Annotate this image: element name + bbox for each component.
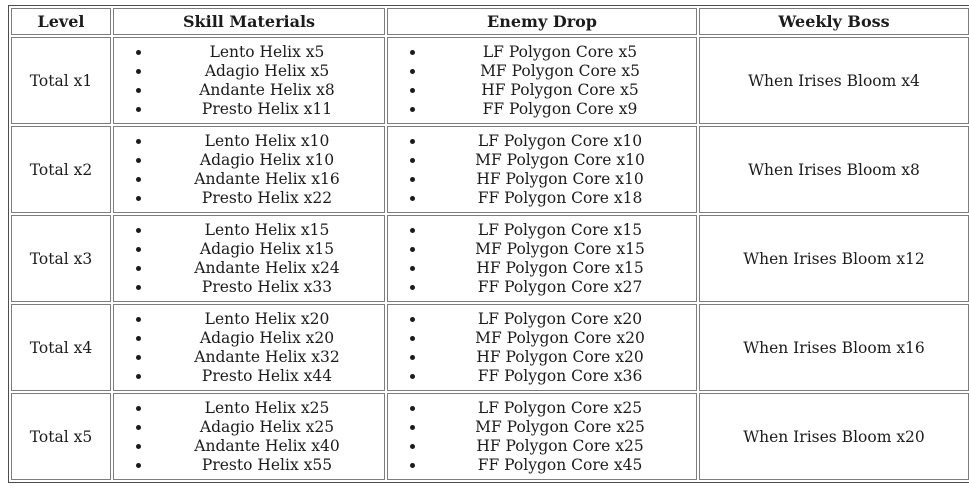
list-item: Presto Helix x33 [152, 278, 382, 297]
enemy-drop-cell: LF Polygon Core x10 MF Polygon Core x10 … [387, 126, 697, 213]
header-row: Level Skill Materials Enemy Drop Weekly … [11, 8, 969, 35]
list-item: HF Polygon Core x20 [426, 348, 694, 367]
list-item: Lento Helix x10 [152, 132, 382, 151]
weekly-boss-cell: When Irises Bloom x4 [699, 37, 969, 124]
list-item: Presto Helix x44 [152, 367, 382, 386]
table-row-total-x1: Total x1 Lento Helix x5 Adagio Helix x5 … [11, 37, 969, 124]
list-item: Presto Helix x55 [152, 456, 382, 475]
skill-materials-cell: Lento Helix x15 Adagio Helix x15 Andante… [113, 215, 385, 302]
list-item: MF Polygon Core x20 [426, 329, 694, 348]
list-item: Lento Helix x15 [152, 221, 382, 240]
level-cell: Total x3 [11, 215, 111, 302]
weekly-boss-cell: When Irises Bloom x20 [699, 393, 969, 480]
list-item: MF Polygon Core x15 [426, 240, 694, 259]
header-skill-materials: Skill Materials [113, 8, 385, 35]
list-item: HF Polygon Core x10 [426, 170, 694, 189]
enemy-drop-cell: LF Polygon Core x15 MF Polygon Core x15 … [387, 215, 697, 302]
skill-materials-list: Lento Helix x20 Adagio Helix x20 Andante… [116, 310, 382, 386]
enemy-drop-list: LF Polygon Core x25 MF Polygon Core x25 … [390, 399, 694, 475]
list-item: HF Polygon Core x25 [426, 437, 694, 456]
table-row-total-x4: Total x4 Lento Helix x20 Adagio Helix x2… [11, 304, 969, 391]
list-item: HF Polygon Core x5 [426, 81, 694, 100]
enemy-drop-cell: LF Polygon Core x5 MF Polygon Core x5 HF… [387, 37, 697, 124]
list-item: Andante Helix x40 [152, 437, 382, 456]
list-item: LF Polygon Core x5 [426, 43, 694, 62]
list-item: FF Polygon Core x45 [426, 456, 694, 475]
list-item: FF Polygon Core x27 [426, 278, 694, 297]
list-item: LF Polygon Core x15 [426, 221, 694, 240]
list-item: Andante Helix x24 [152, 259, 382, 278]
list-item: LF Polygon Core x20 [426, 310, 694, 329]
level-cell: Total x1 [11, 37, 111, 124]
skill-materials-cell: Lento Helix x20 Adagio Helix x20 Andante… [113, 304, 385, 391]
list-item: Presto Helix x22 [152, 189, 382, 208]
list-item: Andante Helix x8 [152, 81, 382, 100]
skill-materials-cell: Lento Helix x10 Adagio Helix x10 Andante… [113, 126, 385, 213]
level-cell: Total x5 [11, 393, 111, 480]
skill-materials-cell: Lento Helix x5 Adagio Helix x5 Andante H… [113, 37, 385, 124]
list-item: Andante Helix x32 [152, 348, 382, 367]
list-item: FF Polygon Core x9 [426, 100, 694, 119]
list-item: Lento Helix x25 [152, 399, 382, 418]
table-row-total-x3: Total x3 Lento Helix x15 Adagio Helix x1… [11, 215, 969, 302]
materials-table: Level Skill Materials Enemy Drop Weekly … [8, 5, 969, 483]
header-enemy-drop: Enemy Drop [387, 8, 697, 35]
list-item: LF Polygon Core x10 [426, 132, 694, 151]
skill-materials-list: Lento Helix x15 Adagio Helix x15 Andante… [116, 221, 382, 297]
enemy-drop-cell: LF Polygon Core x20 MF Polygon Core x20 … [387, 304, 697, 391]
enemy-drop-list: LF Polygon Core x5 MF Polygon Core x5 HF… [390, 43, 694, 119]
skill-materials-cell: Lento Helix x25 Adagio Helix x25 Andante… [113, 393, 385, 480]
weekly-boss-cell: When Irises Bloom x12 [699, 215, 969, 302]
list-item: FF Polygon Core x18 [426, 189, 694, 208]
list-item: Adagio Helix x25 [152, 418, 382, 437]
enemy-drop-list: LF Polygon Core x20 MF Polygon Core x20 … [390, 310, 694, 386]
list-item: Lento Helix x20 [152, 310, 382, 329]
list-item: MF Polygon Core x5 [426, 62, 694, 81]
list-item: Adagio Helix x15 [152, 240, 382, 259]
list-item: Presto Helix x11 [152, 100, 382, 119]
list-item: Adagio Helix x5 [152, 62, 382, 81]
list-item: MF Polygon Core x25 [426, 418, 694, 437]
list-item: HF Polygon Core x15 [426, 259, 694, 278]
weekly-boss-cell: When Irises Bloom x16 [699, 304, 969, 391]
header-weekly-boss: Weekly Boss [699, 8, 969, 35]
header-level: Level [11, 8, 111, 35]
enemy-drop-list: LF Polygon Core x10 MF Polygon Core x10 … [390, 132, 694, 208]
list-item: Adagio Helix x20 [152, 329, 382, 348]
page-content: Level Skill Materials Enemy Drop Weekly … [0, 0, 969, 483]
enemy-drop-cell: LF Polygon Core x25 MF Polygon Core x25 … [387, 393, 697, 480]
list-item: MF Polygon Core x10 [426, 151, 694, 170]
list-item: Lento Helix x5 [152, 43, 382, 62]
skill-materials-list: Lento Helix x25 Adagio Helix x25 Andante… [116, 399, 382, 475]
list-item: FF Polygon Core x36 [426, 367, 694, 386]
level-cell: Total x4 [11, 304, 111, 391]
table-row-total-x2: Total x2 Lento Helix x10 Adagio Helix x1… [11, 126, 969, 213]
level-cell: Total x2 [11, 126, 111, 213]
list-item: LF Polygon Core x25 [426, 399, 694, 418]
weekly-boss-cell: When Irises Bloom x8 [699, 126, 969, 213]
enemy-drop-list: LF Polygon Core x15 MF Polygon Core x15 … [390, 221, 694, 297]
skill-materials-list: Lento Helix x5 Adagio Helix x5 Andante H… [116, 43, 382, 119]
table-row-total-x5: Total x5 Lento Helix x25 Adagio Helix x2… [11, 393, 969, 480]
skill-materials-list: Lento Helix x10 Adagio Helix x10 Andante… [116, 132, 382, 208]
list-item: Andante Helix x16 [152, 170, 382, 189]
list-item: Adagio Helix x10 [152, 151, 382, 170]
